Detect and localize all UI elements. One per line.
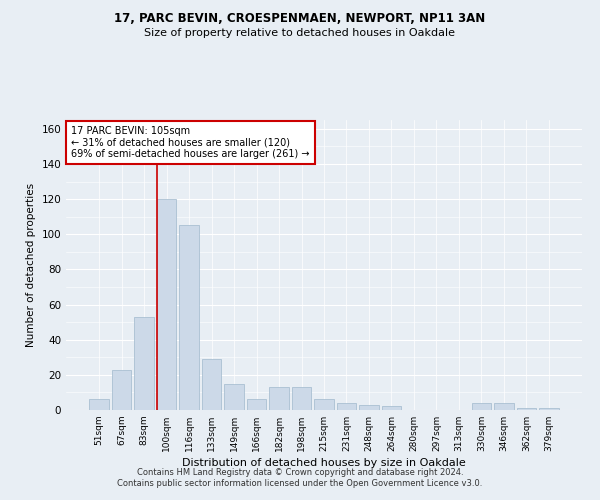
Bar: [202, 359, 221, 410]
Bar: [89, 400, 109, 410]
Text: 17, PARC BEVIN, CROESPENMAEN, NEWPORT, NP11 3AN: 17, PARC BEVIN, CROESPENMAEN, NEWPORT, N…: [115, 12, 485, 26]
Bar: [382, 406, 401, 410]
Text: Size of property relative to detached houses in Oakdale: Size of property relative to detached ho…: [145, 28, 455, 38]
Bar: [157, 199, 176, 410]
Bar: [517, 408, 536, 410]
Y-axis label: Number of detached properties: Number of detached properties: [26, 183, 36, 347]
Bar: [134, 317, 154, 410]
Bar: [179, 226, 199, 410]
Text: Contains HM Land Registry data © Crown copyright and database right 2024.
Contai: Contains HM Land Registry data © Crown c…: [118, 468, 482, 487]
Bar: [112, 370, 131, 410]
Bar: [247, 400, 266, 410]
Bar: [314, 400, 334, 410]
Bar: [539, 408, 559, 410]
Bar: [269, 387, 289, 410]
Bar: [472, 403, 491, 410]
Bar: [224, 384, 244, 410]
Text: 17 PARC BEVIN: 105sqm
← 31% of detached houses are smaller (120)
69% of semi-det: 17 PARC BEVIN: 105sqm ← 31% of detached …: [71, 126, 310, 159]
Bar: [292, 387, 311, 410]
Bar: [494, 403, 514, 410]
Bar: [337, 403, 356, 410]
X-axis label: Distribution of detached houses by size in Oakdale: Distribution of detached houses by size …: [182, 458, 466, 468]
Bar: [359, 404, 379, 410]
